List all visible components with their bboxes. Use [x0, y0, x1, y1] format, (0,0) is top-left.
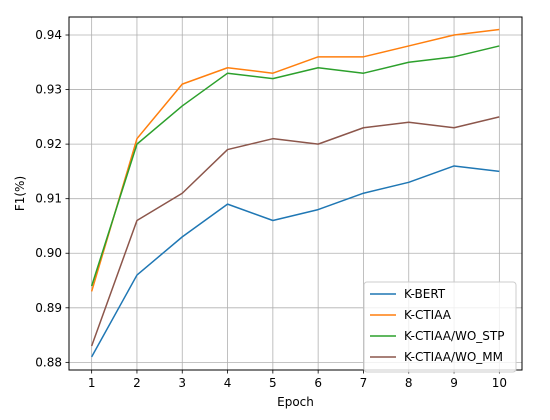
series-line-k-ctiaa-wo-stp [90, 45, 500, 287]
x-axis-label: Epoch [277, 395, 314, 409]
x-tick-label: 1 [88, 376, 96, 390]
y-tick-label: 0.89 [35, 301, 62, 315]
x-tick-label: 10 [492, 376, 507, 390]
y-tick-label: 0.93 [35, 83, 62, 97]
series-line-k-ctiaa-wo-mm [90, 116, 500, 347]
plot-area-frame [68, 16, 523, 371]
x-tick-label: 9 [450, 376, 458, 390]
series-line-k-ctiaa [90, 28, 500, 292]
x-tick-label: 5 [269, 376, 277, 390]
x-tick-label: 4 [224, 376, 232, 390]
legend-box [363, 281, 517, 373]
legend-label: K-CTIAA/WO_STP [404, 329, 504, 343]
y-tick-label: 0.91 [35, 192, 62, 206]
y-axis-ticks: 0.88 0.89 0.90 0.91 0.92 0.93 0.94 [35, 28, 69, 369]
x-tick-label: 8 [405, 376, 413, 390]
y-axis-label: F1(%) [13, 176, 27, 211]
x-tick-label: 7 [360, 376, 368, 390]
legend-label: K-CTIAA [404, 308, 452, 322]
x-axis-ticks: 1 2 3 4 5 6 7 8 9 10 [88, 370, 507, 390]
legend-label: K-CTIAA/WO_MM [404, 350, 503, 364]
series-line-k-bert [90, 165, 500, 358]
y-tick-label: 0.94 [35, 28, 62, 42]
x-tick-label: 3 [178, 376, 186, 390]
series-lines [90, 28, 500, 358]
legend: K-BERT K-CTIAA K-CTIAA/WO_STP K-CTIAA/WO_MM [363, 281, 517, 373]
legend-label: K-BERT [404, 287, 446, 301]
y-tick-label: 0.92 [35, 137, 62, 151]
x-tick-label: 6 [314, 376, 322, 390]
y-tick-label: 0.88 [35, 355, 62, 369]
x-tick-label: 2 [133, 376, 141, 390]
grid [69, 17, 522, 370]
y-tick-label: 0.90 [35, 246, 62, 260]
